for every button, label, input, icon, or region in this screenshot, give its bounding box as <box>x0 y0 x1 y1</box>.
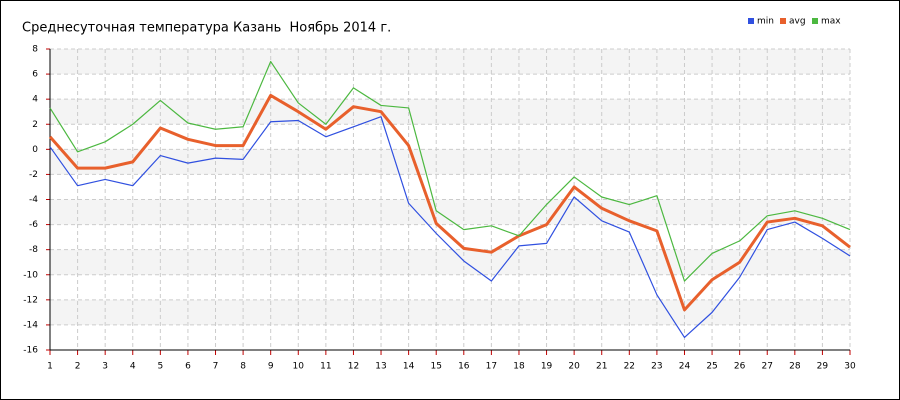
band <box>50 149 850 175</box>
series-line <box>49 116 851 339</box>
x-tick-label: 5 <box>157 362 163 372</box>
y-tick-label: -16 <box>23 346 38 356</box>
x-tick-label: 4 <box>130 362 136 372</box>
series-line <box>48 93 851 312</box>
legend-label: avg <box>789 17 806 27</box>
x-tick-label: 3 <box>102 362 108 372</box>
y-tick-label: -10 <box>23 270 38 280</box>
x-tick-label: 19 <box>541 362 553 372</box>
y-tick-label: 0 <box>32 145 38 155</box>
x-tick-label: 15 <box>430 362 441 372</box>
x-tick-label: 18 <box>513 362 525 372</box>
chart-title: Среднесуточная температура Казань Ноябрь… <box>22 21 391 36</box>
y-tick-label: -14 <box>23 320 38 330</box>
band <box>50 249 850 275</box>
x-tick-label: 13 <box>375 362 386 372</box>
x-tick-label: 29 <box>817 362 829 372</box>
y-tick-label: -4 <box>29 195 38 205</box>
y-tick-label: -6 <box>29 220 38 230</box>
x-tick-label: 6 <box>185 362 191 372</box>
y-tick-label: 4 <box>32 95 38 105</box>
x-tick-label: 9 <box>268 362 274 372</box>
x-tick-label: 22 <box>624 362 635 372</box>
legend-label: max <box>821 17 841 27</box>
x-tick-label: 21 <box>596 362 607 372</box>
x-tick-label: 27 <box>762 362 773 372</box>
x-tick-label: 17 <box>486 362 497 372</box>
x-tick-label: 12 <box>348 362 359 372</box>
y-tick-label: 2 <box>32 120 38 130</box>
y-tick-label: -12 <box>23 295 38 305</box>
x-tick-label: 2 <box>75 362 81 372</box>
y-tick-label: 6 <box>32 70 38 80</box>
legend-label: min <box>757 17 774 27</box>
x-tick-label: 20 <box>568 362 580 372</box>
x-tick-label: 1 <box>47 362 53 372</box>
x-tick-label: 7 <box>213 362 219 372</box>
x-tick-label: 24 <box>679 362 691 372</box>
x-tick-label: 11 <box>320 362 331 372</box>
x-tick-label: 25 <box>706 362 717 372</box>
band <box>50 49 850 75</box>
legend-swatch <box>812 18 818 24</box>
x-tick-label: 14 <box>403 362 415 372</box>
legend-swatch <box>748 18 754 24</box>
x-tick-label: 16 <box>458 362 470 372</box>
band <box>50 99 850 125</box>
series-line <box>49 60 851 282</box>
x-tick-label: 28 <box>789 362 801 372</box>
y-tick-label: 8 <box>32 45 38 55</box>
x-tick-label: 10 <box>293 362 305 372</box>
y-tick-label: -8 <box>29 245 38 255</box>
legend-swatch <box>780 18 786 24</box>
band <box>50 299 850 325</box>
x-tick-label: 23 <box>651 362 662 372</box>
x-tick-label: 26 <box>734 362 746 372</box>
x-tick-label: 30 <box>844 362 856 372</box>
y-tick-label: -2 <box>29 170 38 180</box>
x-tick-label: 8 <box>240 362 246 372</box>
